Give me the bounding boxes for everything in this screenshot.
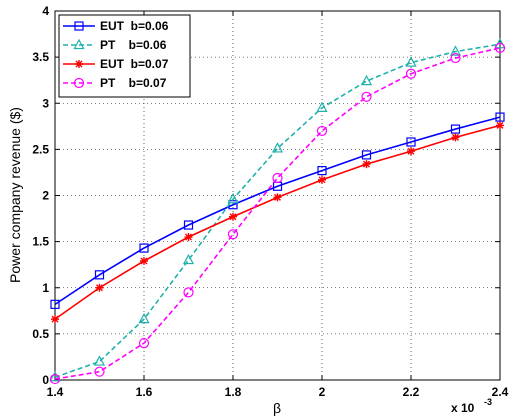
legend-label: EUT b=0.07 [100,57,169,71]
series-3-point [407,147,415,156]
series-line-4 [54,47,501,380]
series-line-2 [54,43,501,378]
series-1-point [317,165,327,176]
series-2-point [405,56,417,67]
grid [55,11,500,380]
y-tick-label: 2 [42,189,49,203]
series-3-point [451,133,460,142]
series-4-point [94,366,105,377]
y-tick-label: 2.5 [32,142,49,156]
y-tick-label: 1.5 [32,235,49,249]
series-3-point [229,212,237,221]
series-4-point [450,52,461,64]
series-4-point [316,125,328,137]
series-1-point [361,150,372,160]
series-2-point [271,142,284,153]
series-4-point [138,338,150,349]
series-2-point [49,370,61,382]
x-tick-label: 2.2 [403,385,420,399]
legend-label: EUT b=0.06 [100,19,169,33]
legend-label: PT b=0.06 [100,38,167,52]
legend: EUT b=0.06 PT b=0.06 EUT b=0.07 PT b=0.07 [58,14,191,98]
series-3-point [318,175,326,184]
y-tick-label: 3.5 [32,50,49,64]
series-1-point [495,112,505,122]
series-2-point [316,101,328,112]
series-4-point [49,373,61,385]
x-tick-label: 1.8 [225,385,242,399]
series-3-point [51,315,59,324]
y-tick-label: 4 [42,4,49,18]
axes [54,10,501,381]
series-1-point [50,299,60,309]
x-tick-label: 2 [319,385,326,399]
series-group [49,37,506,385]
legend-label: PT b=0.07 [100,76,167,90]
y-tick-label: 1 [42,281,49,295]
y-tick-label: 3 [42,96,49,110]
y-tick-label: 0.5 [32,327,49,341]
series-2-point [227,192,239,204]
x-tick-label: 1.4 [47,385,64,399]
series-4-point [405,68,417,79]
series-line-1 [54,116,501,306]
x-multiplier-label: x 10 [451,401,475,415]
series-3-point [496,121,504,130]
series-4-point [227,229,239,240]
x-tick-label: 1.6 [136,385,153,399]
series-2-point [138,312,150,324]
series-3-point [184,233,193,242]
series-4-point [361,91,372,102]
series-3-point [273,193,282,202]
series-1-point [450,124,461,134]
series-1-point [406,137,416,147]
x-tick-label: 2.4 [492,385,509,399]
y-tick-label: 0 [42,373,49,387]
x-axis-label: β [273,400,281,416]
series-2-point [449,45,462,56]
series-3-point [140,256,148,265]
series-1-point [94,270,105,280]
x-multiplier-exponent: -3 [484,397,492,407]
series-1-point [139,243,149,253]
legend-marker-2 [73,38,85,50]
series-2-point [182,253,195,265]
series-4-point [183,287,194,298]
y-axis-label: Power company revenue ($) [7,107,23,283]
series-4-point [272,172,283,184]
series-2-point [93,355,106,366]
legend-marker-4 [73,77,85,89]
tick-labels: 1.4 1.6 1.8 2 2.2 2.4 0 0.5 1 1.5 2 2.5 3 3.5 4 [32,4,508,399]
series-3-point [362,160,371,169]
series-2-point [360,74,373,86]
legend-marker-1 [74,21,84,31]
legend-marker-3 [75,60,83,68]
series-1-point [183,220,194,230]
series-4-point [494,42,506,54]
series-3-point [95,283,104,292]
